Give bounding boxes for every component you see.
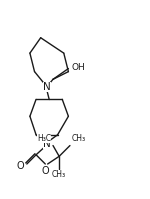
Text: N: N bbox=[43, 82, 51, 92]
Text: O: O bbox=[42, 166, 49, 176]
Text: H₃C: H₃C bbox=[37, 134, 51, 143]
Text: OH: OH bbox=[72, 62, 85, 71]
Text: N: N bbox=[43, 139, 51, 149]
Text: CH₃: CH₃ bbox=[52, 170, 66, 179]
Text: O: O bbox=[16, 161, 24, 171]
Text: CH₃: CH₃ bbox=[72, 134, 86, 143]
